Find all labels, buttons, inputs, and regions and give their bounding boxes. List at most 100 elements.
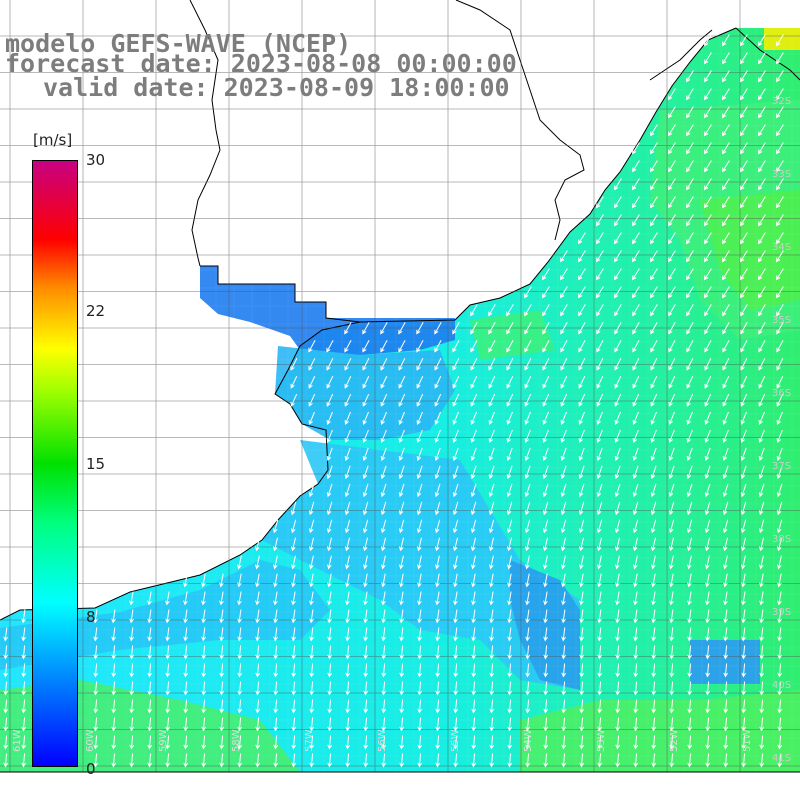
wind-arrow xyxy=(723,753,729,768)
wind-arrow xyxy=(758,465,765,480)
wind-arrow xyxy=(489,735,495,750)
wind-arrow xyxy=(381,735,387,750)
wind-arrow xyxy=(3,645,9,660)
wind-arrow xyxy=(741,699,747,714)
wind-arrow xyxy=(201,699,207,714)
wind-arrow xyxy=(722,465,729,480)
wind-arrow xyxy=(435,573,440,588)
wind-arrow xyxy=(435,627,440,642)
wind-arrow xyxy=(578,250,586,263)
wind-arrow xyxy=(399,591,404,606)
wind-arrow xyxy=(489,573,494,588)
wind-arrow xyxy=(723,681,729,696)
wind-arrow xyxy=(434,537,440,552)
wind-arrow xyxy=(93,699,99,714)
wind-arrow xyxy=(470,340,478,353)
wind-arrow xyxy=(561,591,566,606)
wind-arrow xyxy=(722,411,729,425)
wind-arrow xyxy=(704,124,712,137)
wind-arrow xyxy=(579,627,584,642)
wind-arrow xyxy=(632,357,640,371)
wind-arrow xyxy=(3,627,8,642)
wind-arrow xyxy=(686,304,694,317)
wind-arrow xyxy=(542,393,550,407)
wind-arrow xyxy=(309,573,314,588)
wind-arrow xyxy=(596,357,604,371)
wind-arrow xyxy=(759,645,765,660)
wind-arrow xyxy=(758,34,766,47)
wind-arrow xyxy=(201,609,206,624)
wind-arrow xyxy=(722,178,730,191)
wind-arrow xyxy=(471,609,476,624)
wind-arrow xyxy=(597,663,603,678)
wind-arrow xyxy=(273,645,279,660)
wind-arrow xyxy=(435,735,441,750)
wind-arrow xyxy=(632,465,639,480)
wind-arrow xyxy=(758,142,766,155)
wind-arrow xyxy=(632,286,640,299)
wind-arrow xyxy=(776,483,783,498)
wind-arrow xyxy=(722,106,730,119)
wind-arrow xyxy=(417,717,423,732)
wind-arrow xyxy=(291,735,297,750)
wind-arrow xyxy=(380,411,387,425)
wind-arrow xyxy=(362,340,370,353)
wind-arrow xyxy=(704,214,712,227)
wind-arrow xyxy=(435,591,440,606)
wind-arrow xyxy=(632,501,639,516)
wind-arrow xyxy=(543,573,548,588)
wind-arrow xyxy=(363,645,369,660)
wind-arrow xyxy=(272,537,278,552)
wind-arrow xyxy=(165,627,170,642)
wind-arrow xyxy=(633,717,639,732)
wind-arrow xyxy=(668,429,675,443)
wind-arrow xyxy=(704,142,712,155)
wind-arrow xyxy=(525,753,531,768)
wind-arrow xyxy=(453,573,458,588)
wind-arrow xyxy=(740,232,748,245)
graticule xyxy=(0,0,800,772)
wind-arrow xyxy=(237,699,243,714)
wind-arrow xyxy=(506,501,513,516)
wind-arrow xyxy=(183,645,189,660)
wind-arrow xyxy=(93,645,99,660)
wind-arrow xyxy=(344,411,351,425)
wind-arrow xyxy=(129,681,135,696)
wind-arrow xyxy=(273,591,278,606)
wind-arrow xyxy=(471,663,477,678)
wind-arrow xyxy=(758,214,766,227)
wind-arrow xyxy=(237,735,243,750)
wind-arrow xyxy=(147,627,152,642)
wind-arrow xyxy=(453,609,458,624)
wind-arrow xyxy=(741,627,746,642)
longitude-label: 53W xyxy=(596,729,607,752)
wind-arrow xyxy=(417,699,423,714)
wind-arrow xyxy=(705,609,710,624)
wind-arrow xyxy=(183,681,189,696)
wind-arrow xyxy=(740,483,747,498)
wind-arrow xyxy=(453,645,459,660)
wind-arrow xyxy=(416,340,424,353)
wind-arrow xyxy=(381,753,387,768)
colorbar-unit: [m/s] xyxy=(33,131,73,149)
wind-arrow xyxy=(470,465,477,480)
wind-arrow xyxy=(381,663,387,678)
wind-arrow xyxy=(561,663,567,678)
wind-arrow xyxy=(668,286,676,299)
wind-arrow xyxy=(723,699,729,714)
wind-arrow xyxy=(704,537,710,552)
wind-arrow xyxy=(633,645,639,660)
wind-arrow xyxy=(579,573,584,588)
wind-arrow xyxy=(776,196,784,209)
wind-arrow xyxy=(615,627,620,642)
latitude-label: 34S xyxy=(772,242,792,253)
wind-arrow xyxy=(578,483,585,498)
wind-arrow xyxy=(416,447,423,462)
wind-arrow xyxy=(579,735,585,750)
wind-arrow xyxy=(777,753,783,768)
wind-arrow xyxy=(704,519,711,534)
wind-arrow xyxy=(326,411,333,425)
wind-arrow xyxy=(596,322,604,335)
longitude-label: 60W xyxy=(85,729,96,752)
wind-arrow xyxy=(362,357,370,371)
